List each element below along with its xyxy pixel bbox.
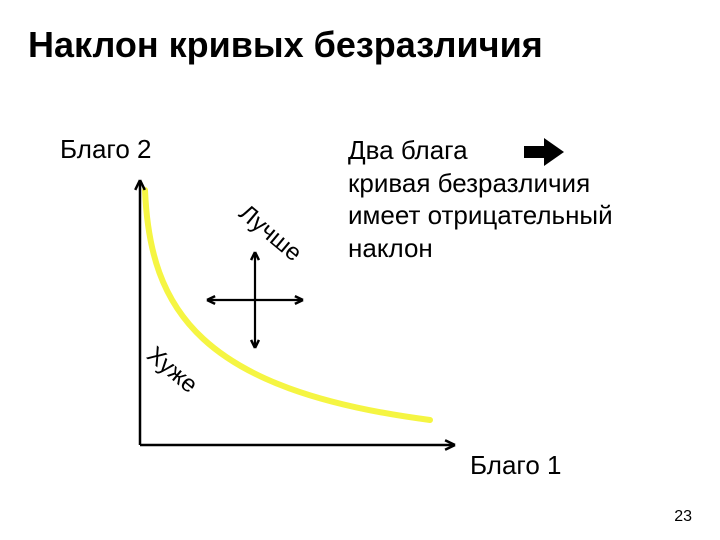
x-axis-label: Благо 1 — [470, 450, 561, 481]
right-arrow-icon — [524, 138, 564, 166]
desc-line-1: Два блага — [348, 135, 468, 165]
y-axis-label: Благо 2 — [60, 134, 151, 165]
page-number: 23 — [674, 508, 692, 526]
indifference-curve-chart — [110, 170, 460, 485]
page-title: Наклон кривых безразличия — [28, 24, 543, 66]
